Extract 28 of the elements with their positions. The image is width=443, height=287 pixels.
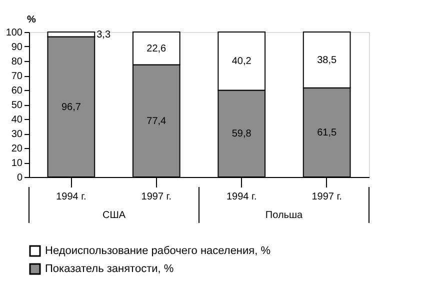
x-tick-label: 1994 г. [56,192,86,202]
x-tick-label: 1997 г. [141,192,172,202]
data-label: 77,4 [146,116,167,127]
y-tick-label: 90 [11,42,23,53]
y-axis-title: % [27,14,36,26]
y-tick-label: 60 [11,86,23,96]
text: Польша [265,210,304,221]
legend-label: Показатель занятости, % [45,263,174,275]
data-label: 40,2 [232,56,252,68]
x-tick-label: 1997 г. [312,192,342,202]
y-tick-label: 40 [11,114,23,126]
data-label: 96,7 [61,102,82,113]
x-tick-label: 1994 г. [226,192,257,202]
y-tick-label: 100 [6,28,23,38]
data-label: 38,5 [317,54,337,66]
data-label: 61,5 [317,127,337,138]
legend-label: Недоиспользование рабочего населения, % [45,245,271,257]
y-tick-label: 30 [11,129,23,140]
data-label: 22,6 [146,43,167,54]
data-label: 3,3 [96,29,111,40]
y-tick-label: 0 [16,172,23,184]
data-label: 59,8 [232,128,252,140]
y-tick-label: 80 [11,56,23,68]
y-tick-label: 50 [11,100,23,111]
y-tick-label: 20 [11,144,23,154]
y-tick-label: 70 [11,71,23,82]
y-tick-label: 10 [11,158,23,169]
text: США [102,210,126,221]
